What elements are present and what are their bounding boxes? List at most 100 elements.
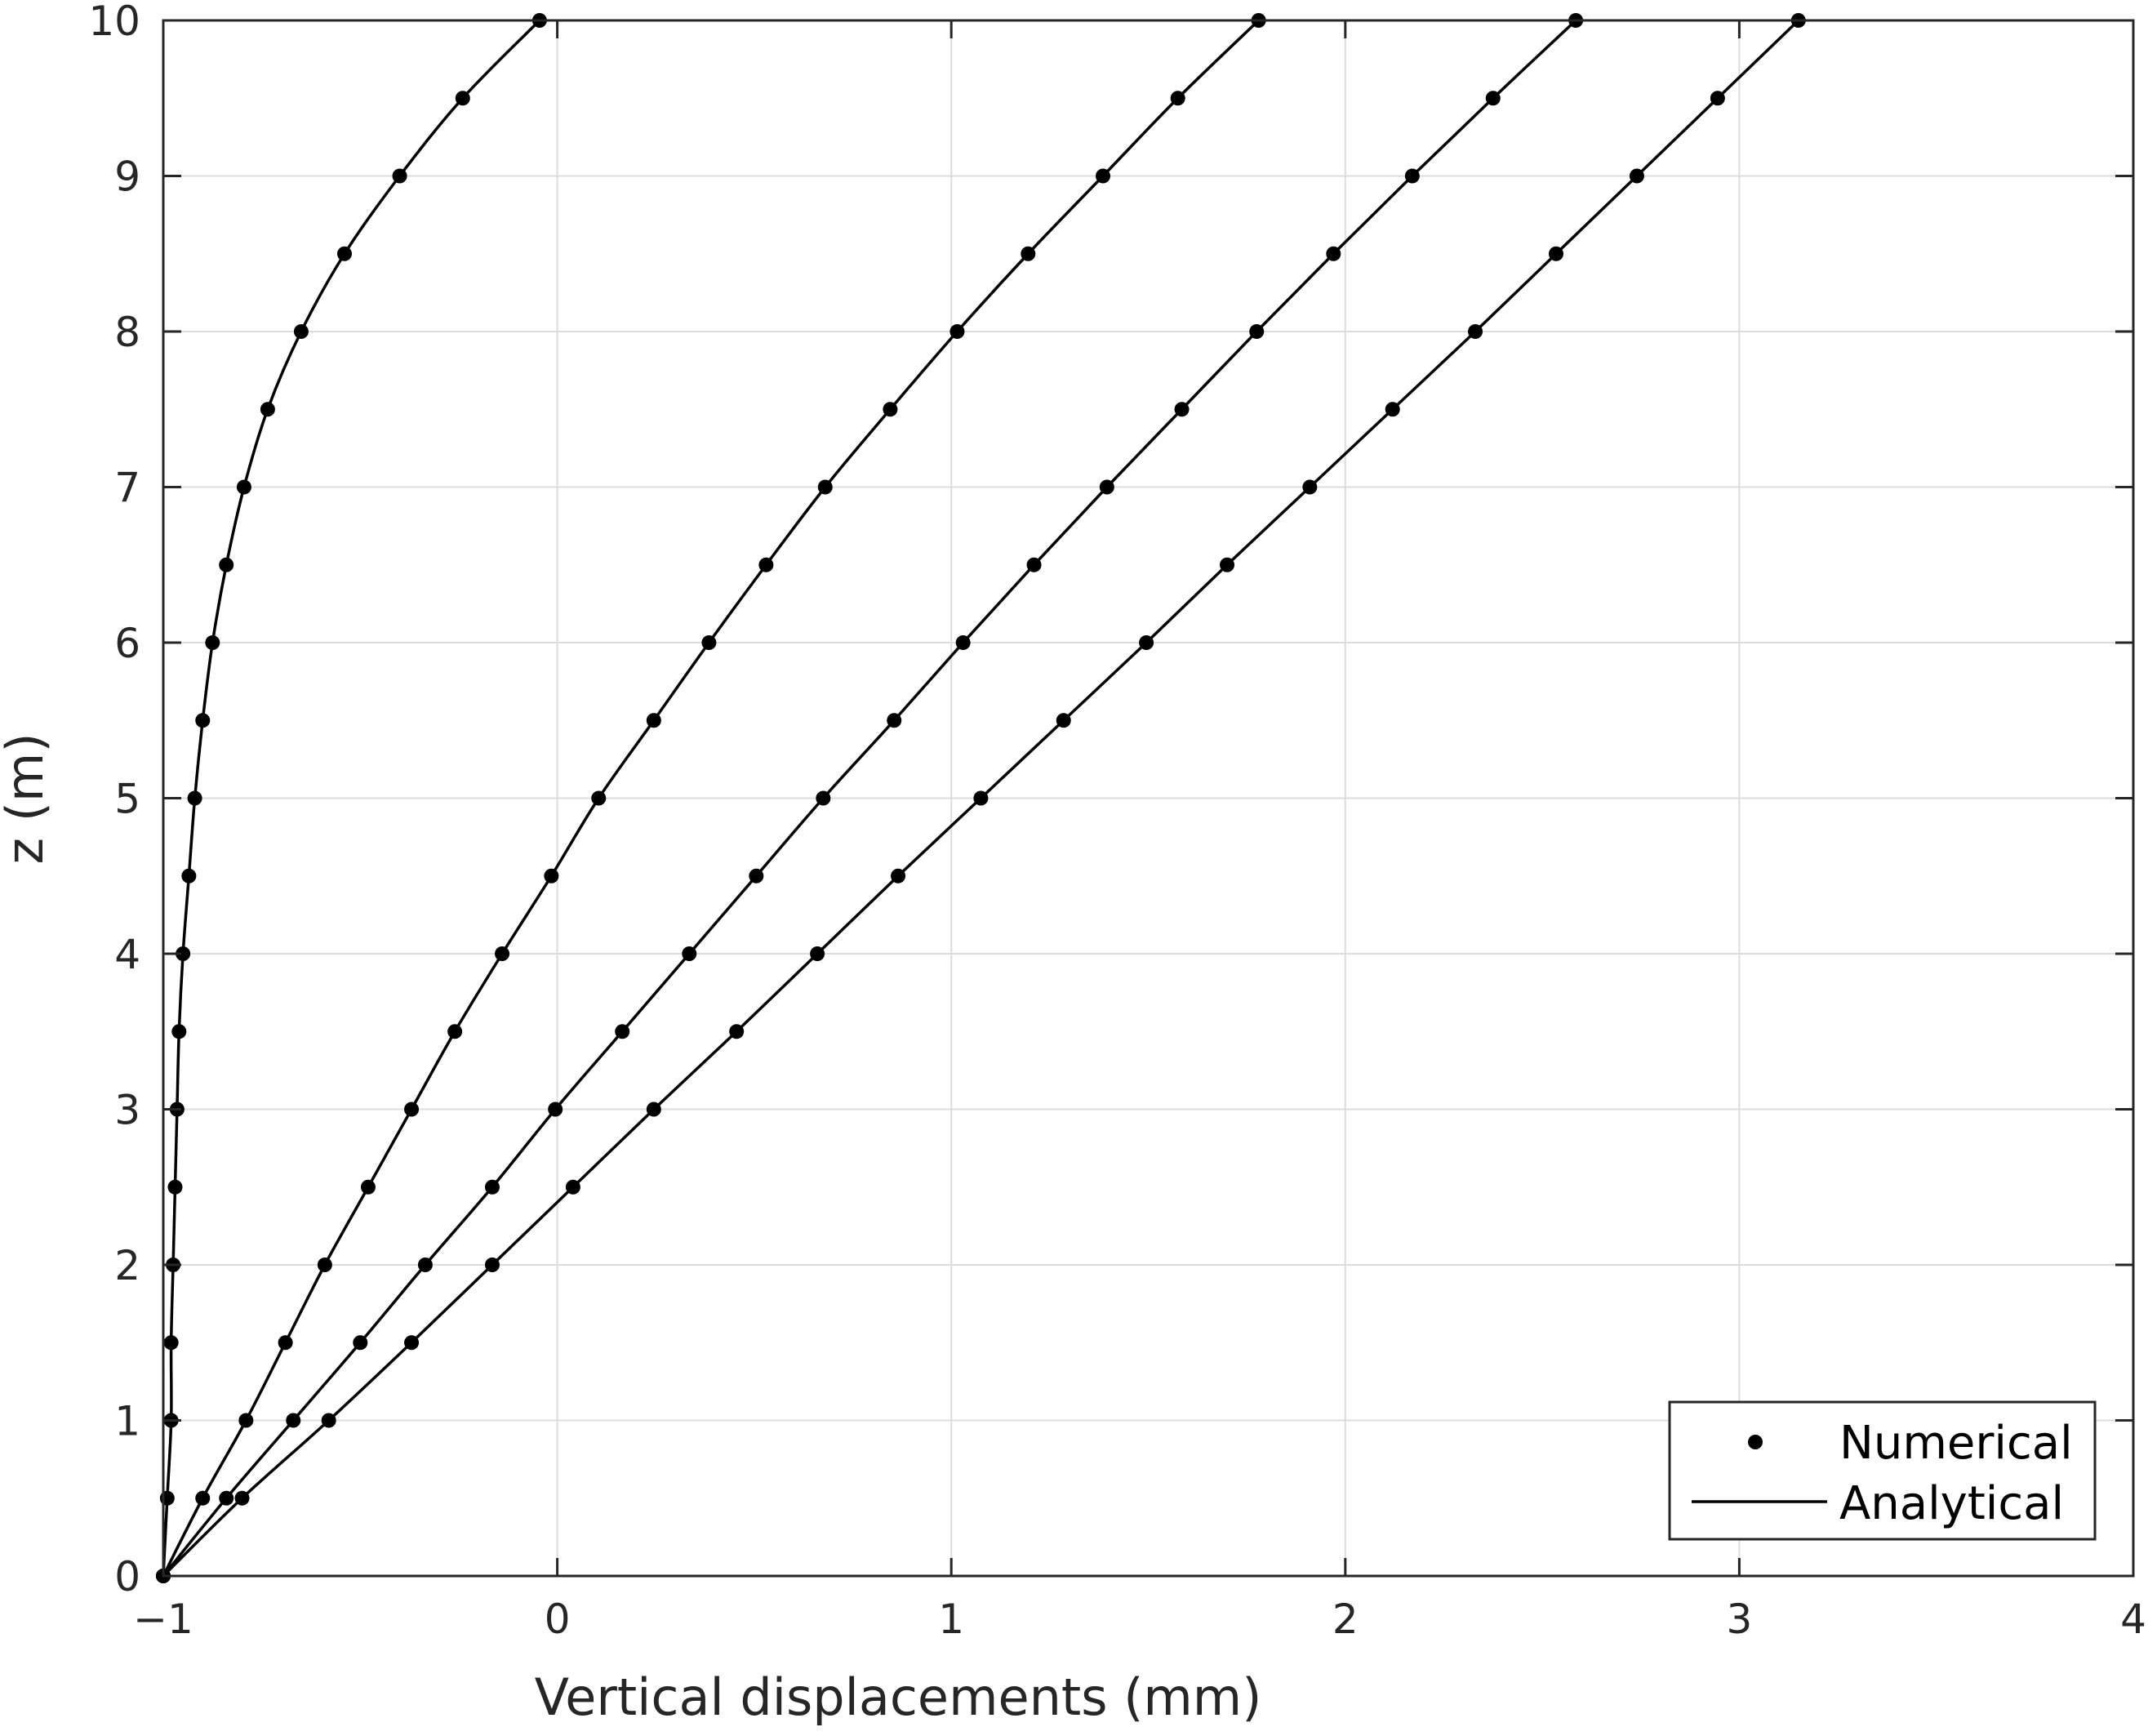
y-axis-label: z (m) — [0, 732, 55, 864]
numerical-point — [646, 1102, 661, 1117]
analytical-curve-2 — [162, 19, 1260, 1577]
numerical-point — [187, 790, 202, 806]
legend-analytical-label: Analytical — [1839, 1477, 2064, 1530]
numerical-point — [758, 557, 774, 572]
numerical-point — [1099, 479, 1114, 495]
numerical-point — [447, 1024, 463, 1039]
numerical-point — [293, 324, 309, 339]
y-tick-label: 3 — [114, 1087, 140, 1134]
numerical-point — [817, 479, 833, 495]
y-tick-label: 1 — [114, 1398, 140, 1445]
legend-numerical-label: Numerical — [1839, 1417, 2073, 1470]
numerical-point — [891, 868, 906, 884]
y-tick-label: 6 — [114, 620, 140, 667]
numerical-point — [949, 324, 965, 339]
numerical-point — [455, 91, 470, 106]
y-tick-label: 5 — [114, 776, 140, 823]
x-axis-label: Vertical displacements (mm) — [535, 1667, 1262, 1727]
legend-box — [1668, 1400, 2097, 1541]
numerical-point — [1548, 246, 1563, 261]
numerical-point — [234, 1490, 250, 1506]
numerical-point — [1056, 713, 1071, 728]
numerical-point — [360, 1179, 376, 1195]
numerical-point — [353, 1335, 368, 1351]
numerical-point — [1139, 635, 1154, 650]
x-tick-label: 1 — [938, 1596, 964, 1643]
numerical-point — [646, 713, 661, 728]
numerical-point — [1021, 246, 1036, 261]
markers — [156, 13, 1806, 1583]
numerical-point — [176, 946, 191, 961]
legend-numerical-marker — [1748, 1435, 1763, 1449]
ticks — [162, 19, 2135, 1578]
numerical-point — [260, 402, 275, 417]
numerical-point — [392, 168, 407, 184]
numerical-point — [565, 1179, 580, 1195]
y-tick-label: 4 — [114, 931, 140, 978]
numerical-point — [973, 790, 989, 806]
x-tick-label: 2 — [1332, 1596, 1359, 1643]
numerical-point — [321, 1413, 336, 1428]
x-tick-label: −1 — [133, 1596, 193, 1643]
numerical-point — [816, 790, 831, 806]
numerical-point — [205, 635, 220, 650]
numerical-point — [1385, 402, 1400, 417]
numerical-point — [163, 1335, 179, 1351]
numerical-point — [219, 1490, 234, 1506]
numerical-point — [219, 557, 234, 572]
numerical-point — [955, 635, 971, 650]
numerical-point — [1026, 557, 1042, 572]
numerical-point — [484, 1179, 500, 1195]
numerical-point — [1249, 324, 1265, 339]
numerical-point — [887, 713, 902, 728]
numerical-point — [749, 868, 764, 884]
x-tick-label: 3 — [1726, 1596, 1752, 1643]
numerical-point — [1096, 168, 1111, 184]
numerical-point — [181, 868, 197, 884]
numerical-point — [278, 1335, 293, 1351]
numerical-point — [1485, 91, 1501, 106]
numerical-point — [1220, 557, 1235, 572]
y-tick-label: 10 — [88, 0, 140, 45]
y-tick-label: 9 — [114, 154, 140, 201]
numerical-point — [195, 713, 211, 728]
numerical-point — [171, 1024, 187, 1039]
numerical-point — [1326, 246, 1341, 261]
numerical-point — [417, 1257, 433, 1272]
x-tick-label: 4 — [2120, 1596, 2146, 1643]
numerical-point — [1170, 91, 1185, 106]
numerical-point — [615, 1024, 630, 1039]
numerical-point — [548, 1102, 563, 1117]
numerical-point — [1629, 168, 1644, 184]
y-tick-label: 2 — [114, 1242, 140, 1289]
numerical-point — [317, 1257, 332, 1272]
numerical-point — [286, 1413, 301, 1428]
numerical-point — [404, 1335, 420, 1351]
numerical-point — [701, 635, 717, 650]
numerical-point — [484, 1257, 500, 1272]
numerical-point — [404, 1102, 420, 1117]
numerical-point — [1404, 168, 1420, 184]
numerical-point — [495, 946, 510, 961]
y-tick-label: 8 — [114, 309, 140, 356]
y-tick-label: 7 — [114, 465, 140, 512]
x-tick-label: 0 — [545, 1596, 571, 1643]
numerical-point — [591, 790, 607, 806]
y-tick-label: 0 — [114, 1553, 140, 1600]
numerical-point — [238, 1413, 254, 1428]
numerical-point — [167, 1179, 183, 1195]
numerical-point — [729, 1024, 745, 1039]
numerical-point — [810, 946, 825, 961]
legend: Numerical Analytical — [1668, 1400, 2097, 1541]
numerical-point — [544, 868, 559, 884]
numerical-point — [883, 402, 898, 417]
numerical-point — [336, 246, 352, 261]
numerical-point — [1468, 324, 1483, 339]
numerical-point — [1174, 402, 1190, 417]
numerical-point — [1302, 479, 1318, 495]
numerical-point — [236, 479, 251, 495]
numerical-point — [1710, 91, 1725, 106]
numerical-point — [682, 946, 697, 961]
